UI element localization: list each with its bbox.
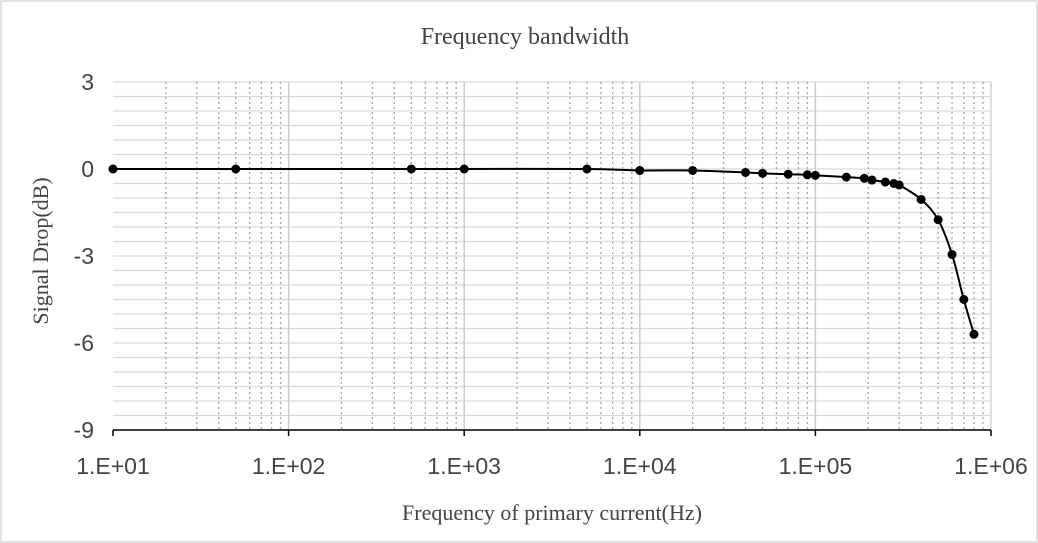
data-point bbox=[783, 169, 793, 179]
axes bbox=[112, 429, 992, 436]
y-tick-label: 3 bbox=[81, 69, 94, 95]
data-point bbox=[841, 172, 851, 182]
x-axis-label: Frequency of primary current(Hz) bbox=[402, 500, 702, 525]
data-point bbox=[933, 215, 943, 225]
data-point bbox=[959, 295, 969, 304]
x-tick-label: 1.E+01 bbox=[76, 453, 150, 479]
data-point bbox=[108, 164, 118, 174]
data-point bbox=[688, 165, 698, 175]
data-point bbox=[802, 170, 812, 180]
data-point bbox=[406, 164, 416, 174]
y-axis-label: Signal Drop(dB) bbox=[28, 177, 53, 324]
y-tick-label: -6 bbox=[74, 330, 94, 356]
data-point bbox=[859, 173, 869, 183]
tick-labels: 1.E+01 1.E+02 1.E+03 1.E+04 1.E+05 1.E+06 3 0 -3… bbox=[74, 69, 1028, 479]
y-tick-label: -9 bbox=[74, 417, 94, 443]
data-point bbox=[459, 164, 469, 174]
data-point bbox=[947, 250, 957, 260]
y-tick-label: 0 bbox=[81, 156, 94, 182]
data-series bbox=[108, 164, 979, 339]
x-tick-label: 1.E+02 bbox=[252, 453, 326, 479]
data-point bbox=[635, 165, 645, 175]
data-point bbox=[231, 164, 241, 174]
chart-title: Frequency bandwidth bbox=[421, 24, 630, 50]
x-tick-label: 1.E+04 bbox=[603, 453, 677, 479]
data-point bbox=[916, 194, 926, 204]
data-point bbox=[969, 329, 979, 339]
data-point bbox=[894, 180, 904, 190]
data-point bbox=[741, 167, 751, 177]
x-tick-label: 1.E+03 bbox=[427, 453, 501, 479]
data-point bbox=[880, 177, 890, 187]
x-tick-label: 1.E+06 bbox=[954, 453, 1028, 479]
y-tick-label: -3 bbox=[74, 243, 94, 269]
data-point bbox=[810, 170, 820, 180]
data-point bbox=[867, 175, 877, 185]
x-tick-label: 1.E+05 bbox=[779, 453, 853, 479]
data-point bbox=[758, 168, 768, 178]
data-point bbox=[582, 164, 592, 174]
